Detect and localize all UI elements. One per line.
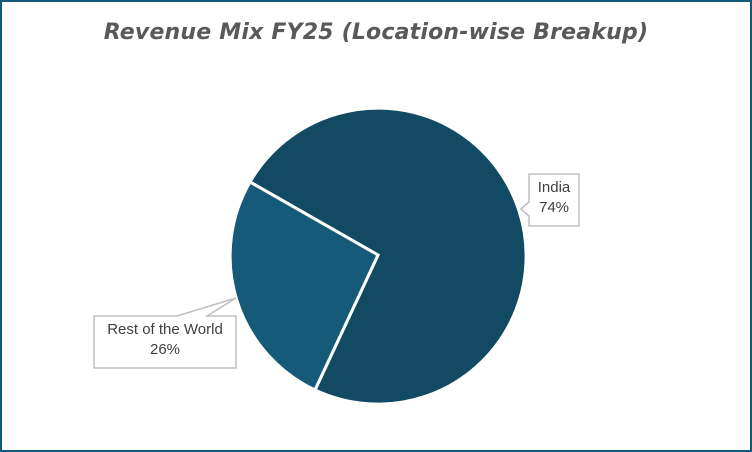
row-label-value: 26%	[149, 341, 181, 358]
india-label: India 74%	[529, 178, 579, 218]
india-label-value: 74%	[538, 199, 570, 216]
row-label: Rest of the World 26%	[94, 320, 236, 360]
row-callout-box	[93, 297, 237, 369]
india-label-name: India	[537, 179, 571, 196]
row-label-name: Rest of the World	[107, 321, 223, 338]
slice-india[interactable]	[247, 106, 528, 406]
india-callout-box	[519, 173, 580, 227]
slice-rest-of-world[interactable]	[228, 179, 380, 392]
chart-title: Revenue Mix FY25 (Location-wise Breakup)	[103, 20, 649, 45]
